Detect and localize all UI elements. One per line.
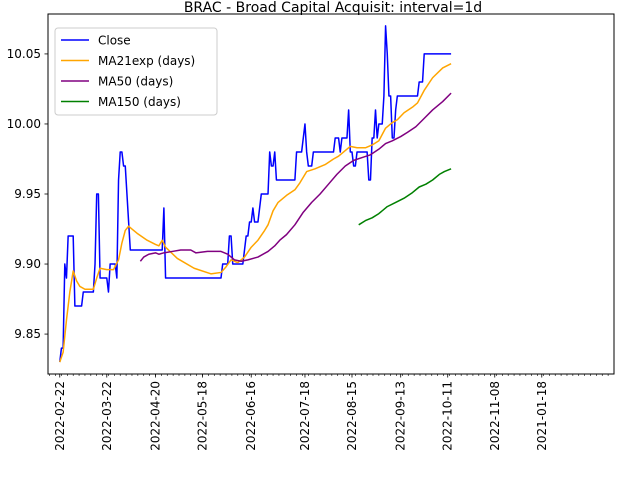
chart-title: BRAC - Broad Capital Acquisit: interval=…	[184, 0, 482, 16]
legend-items: Close MA21exp (days) MA50 (days) MA150 (day…	[61, 34, 195, 109]
x-tick-label: 2022-04-20	[148, 381, 162, 451]
x-tick-label: 2022-03-22	[100, 381, 114, 451]
y-tick-label: 9.85	[14, 327, 41, 341]
x-tick-label: 2022-05-18	[196, 381, 210, 451]
legend-label: MA150 (days)	[98, 95, 181, 109]
y-tick-label: 9.90	[14, 257, 41, 271]
y-axis: 9.85 9.90 9.95 10.00 10.05	[7, 47, 48, 341]
series-line-ma21exp-days	[59, 63, 452, 363]
series-line-ma50-days	[139, 92, 452, 262]
x-tick-label: 2022-09-13	[394, 381, 408, 451]
series-line-close	[59, 25, 452, 363]
series-line-ma150-days	[358, 168, 452, 226]
x-tick-label: 2022-08-15	[345, 381, 359, 451]
y-tick-label: 10.00	[7, 117, 41, 131]
y-tick-label: 9.95	[14, 187, 41, 201]
legend: Close MA21exp (days) MA50 (days) MA150 (day…	[54, 27, 218, 116]
x-tick-label: 2021-01-18	[535, 381, 549, 451]
series-layer	[59, 25, 452, 363]
x-minor-ticks	[49, 374, 609, 376]
x-tick-label: 2022-10-11	[441, 381, 455, 451]
x-tick-label: 2022-11-08	[488, 381, 502, 451]
y-tick-label: 10.05	[7, 47, 41, 61]
x-tick-label: 2022-06-16	[244, 381, 258, 451]
legend-label: MA50 (days)	[98, 75, 173, 89]
x-tick-label: 2022-02-22	[53, 381, 67, 451]
legend-label: Close	[98, 34, 131, 48]
legend-label: MA21exp (days)	[98, 54, 195, 68]
legend-box	[54, 27, 218, 116]
x-axis: 2022-02-22 2022-03-22 2022-04-20 2022-05-18…	[53, 374, 549, 451]
x-tick-label: 2022-07-18	[298, 381, 312, 451]
